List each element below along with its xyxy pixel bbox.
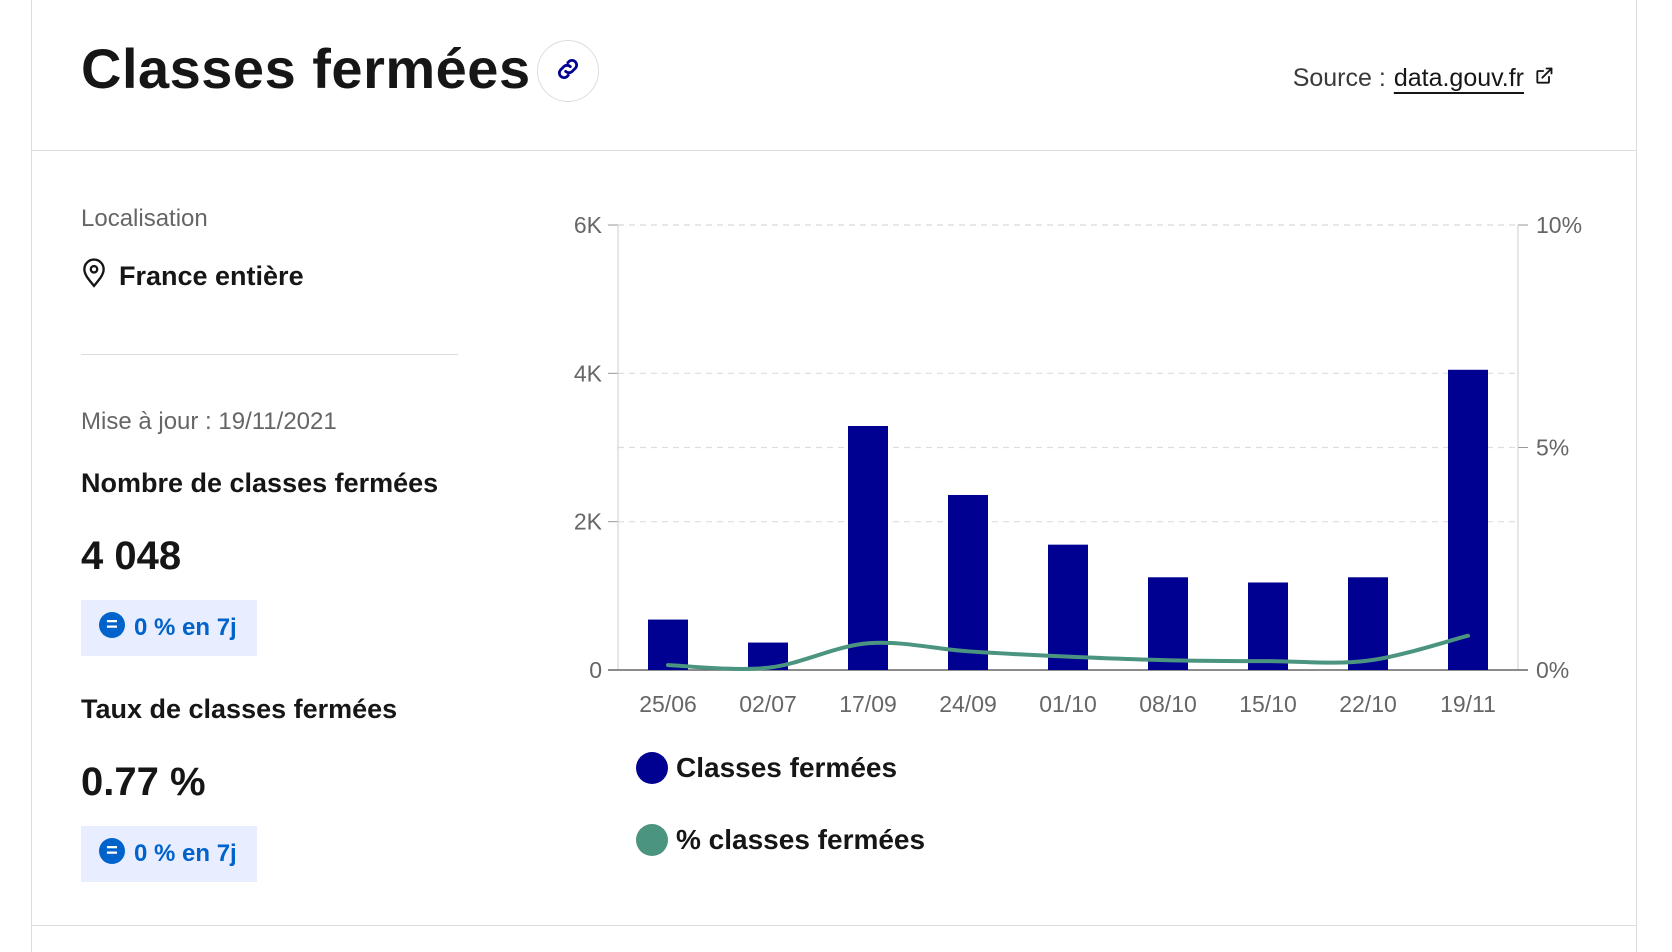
chart-area: 0 2K 4K 6K 0% 5% 10% 25/06 02/07 17/09 24/09 01/10 0… <box>540 195 1600 717</box>
card-border-right <box>1636 0 1637 952</box>
trend-badge: = 0 % en 7j <box>81 826 257 882</box>
metric-value-rate: 0.77 % <box>81 760 206 804</box>
source-line: Source : data.gouv.fr <box>1293 64 1554 93</box>
equal-icon: = <box>99 838 125 864</box>
card-bottom-border <box>32 925 1636 926</box>
y-right-tick-label: 5% <box>1536 435 1569 461</box>
bar <box>648 619 688 670</box>
bar <box>948 494 988 670</box>
page-title: Classes fermées <box>81 37 531 100</box>
legend-label: % classes fermées <box>676 824 926 855</box>
copy-link-button[interactable] <box>537 40 599 102</box>
trend-badge-text: 0 % en 7j <box>134 614 237 641</box>
combo-chart: 0 2K 4K 6K 0% 5% 10% 25/06 02/07 17/09 24/09 01/10 0… <box>574 212 1582 717</box>
x-tick-label: 24/09 <box>939 691 997 715</box>
y-right-tick-label: 0% <box>1536 657 1569 683</box>
y-left-tick-label: 4K <box>574 360 603 386</box>
metric-title-count: Nombre de classes fermées <box>81 468 439 498</box>
bar <box>1048 544 1088 670</box>
bar <box>1448 369 1488 670</box>
legend-swatch <box>636 824 668 856</box>
x-tick-label: 08/10 <box>1139 691 1197 715</box>
source-link[interactable]: data.gouv.fr <box>1394 64 1554 93</box>
source-label: Source : <box>1292 64 1386 92</box>
legend-item-bars[interactable]: Classes fermées <box>636 750 925 786</box>
external-link-icon <box>1534 64 1554 93</box>
update-date: Mise à jour : 19/11/2021 <box>81 408 337 435</box>
x-tick-label: 01/10 <box>1039 691 1097 715</box>
x-tick-label: 22/10 <box>1339 691 1397 715</box>
x-tick-label: 15/10 <box>1239 691 1297 715</box>
x-tick-label: 25/06 <box>639 691 697 715</box>
x-tick-label: 17/09 <box>839 691 897 715</box>
y-right-tick-label: 10% <box>1536 212 1582 238</box>
legend-swatch <box>636 752 668 784</box>
chart-legend: Classes fermées % classes fermées <box>636 750 925 894</box>
trend-badge-text: 0 % en 7j <box>134 840 237 867</box>
x-tick-label: 19/11 <box>1440 691 1496 715</box>
location-selector[interactable]: France entière <box>81 258 304 295</box>
location-label: Localisation <box>81 205 208 232</box>
source-link-text: data.gouv.fr <box>1393 64 1524 92</box>
card-header: Classes fermées Source : data.gouv.fr <box>32 0 1636 151</box>
legend-item-line[interactable]: % classes fermées <box>636 822 925 858</box>
metric-title-rate: Taux de classes fermées <box>81 694 398 724</box>
bar <box>1148 577 1188 670</box>
x-tick-label: 02/07 <box>739 691 797 715</box>
bar <box>1348 577 1388 670</box>
y-left-tick-label: 0 <box>589 657 602 683</box>
location-value: France entière <box>119 261 304 291</box>
trend-badge: = 0 % en 7j <box>81 600 257 656</box>
map-pin-icon <box>81 258 107 295</box>
y-left-tick-label: 6K <box>574 212 603 238</box>
metric-value-count: 4 048 <box>81 534 182 578</box>
link-icon <box>554 55 582 88</box>
y-left-tick-label: 2K <box>574 509 603 535</box>
legend-label: Classes fermées <box>676 752 898 783</box>
bar <box>848 425 888 670</box>
divider <box>81 354 458 355</box>
bar <box>1248 582 1288 670</box>
card-border-left <box>31 0 32 952</box>
equal-icon: = <box>99 612 125 638</box>
